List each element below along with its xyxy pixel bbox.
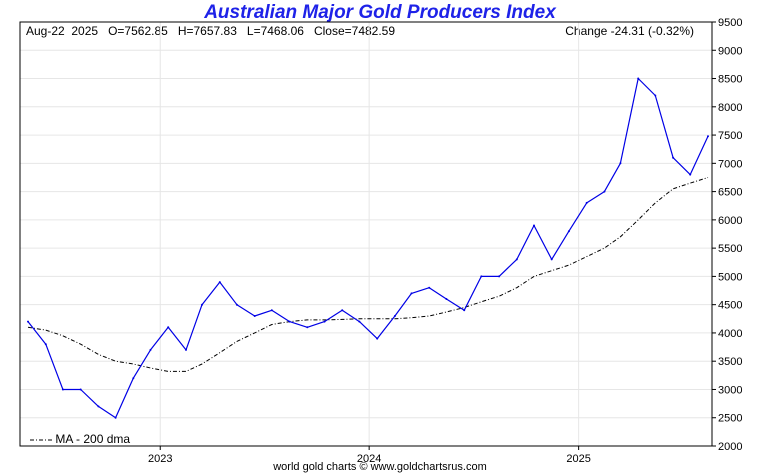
price-point (550, 258, 553, 261)
high-value: H=7657.83 (177, 24, 237, 38)
x-tick-label: 2023 (148, 453, 172, 465)
price-point (533, 224, 535, 227)
y-tick-label: 6000 (718, 215, 742, 227)
legend-ma-swatch (30, 439, 52, 441)
price-point (201, 303, 203, 306)
y-tick-label: 5000 (718, 271, 742, 283)
price-point (185, 348, 187, 351)
y-tick-label: 4500 (718, 300, 742, 312)
price-point (567, 230, 570, 233)
y-tick-label: 3500 (718, 356, 742, 368)
legend-ma-label: MA - 200 dma (55, 432, 131, 446)
close-value: Close=7482.59 (313, 24, 396, 38)
price-point (341, 309, 344, 312)
y-tick-label: 4000 (718, 328, 742, 340)
price-point (672, 156, 675, 159)
legend: MA - 200 dma (30, 432, 130, 446)
price-point (270, 309, 273, 312)
open-value: O=7562.85 (108, 24, 168, 38)
y-tick-label: 9000 (718, 45, 742, 57)
ohlc-readout: Aug-22 2025 O=7562.85 H=7657.83 L=7468.0… (26, 24, 395, 38)
price-point (167, 326, 170, 329)
price-point (27, 320, 29, 323)
y-tick-label: 5500 (718, 243, 742, 255)
price-point (619, 162, 622, 165)
y-tick-label: 6500 (718, 187, 742, 199)
price-point (515, 258, 518, 261)
y-tick-label: 2000 (718, 441, 742, 453)
price-point (235, 303, 238, 306)
price-point (376, 337, 379, 340)
price-point (463, 309, 466, 312)
date-label: Aug-22 2025 (26, 24, 99, 38)
price-point (654, 94, 657, 97)
price-point (114, 416, 117, 419)
ma-200-line (27, 177, 709, 372)
price-point (585, 201, 588, 204)
price-point (306, 326, 309, 329)
price-point (445, 298, 448, 300)
footer-credit: world gold charts © www.goldchartsrus.co… (273, 461, 487, 473)
y-tick-label: 3000 (718, 384, 742, 396)
y-tick-label: 8000 (718, 102, 742, 114)
y-axis: 2000 2500 3000 3500 4000 4500 5000 5500 6000 6500… (712, 17, 742, 453)
ma-series (27, 177, 709, 372)
price-line (27, 77, 709, 419)
price-point (149, 348, 152, 351)
plot-frame (19, 21, 713, 447)
y-tick-label: 7000 (718, 158, 742, 170)
y-tick-label: 8500 (718, 74, 742, 86)
price-point (358, 320, 361, 323)
price-point (288, 320, 291, 323)
price-point (637, 77, 640, 80)
price-point (707, 135, 709, 138)
price-point (689, 173, 692, 176)
price-point (393, 315, 396, 317)
price-point (410, 292, 413, 295)
price-point (480, 275, 483, 278)
price-point (428, 286, 431, 289)
y-tick-label: 7500 (718, 130, 742, 142)
x-tick-label: 2024 (357, 453, 381, 465)
price-point (603, 190, 606, 193)
price-point (498, 275, 501, 278)
grid (20, 21, 712, 447)
y-tick-label: 9500 (718, 17, 742, 29)
chart-title: Australian Major Gold Producers Index (204, 2, 556, 23)
price-point (323, 320, 326, 323)
price-point (97, 405, 100, 408)
price-point (132, 377, 135, 380)
y-tick-label: 2500 (718, 413, 742, 425)
price-point (79, 388, 82, 391)
price-series (27, 77, 709, 419)
x-tick-label: 2025 (566, 453, 590, 465)
price-point (44, 343, 47, 346)
price-point (218, 281, 221, 284)
low-value: L=7468.06 (246, 24, 304, 38)
x-axis: 2023 2024 2025 (148, 446, 591, 465)
price-point (61, 388, 64, 391)
change-value: Change -24.31 (-0.32%) (565, 24, 694, 38)
price-point (253, 315, 256, 317)
